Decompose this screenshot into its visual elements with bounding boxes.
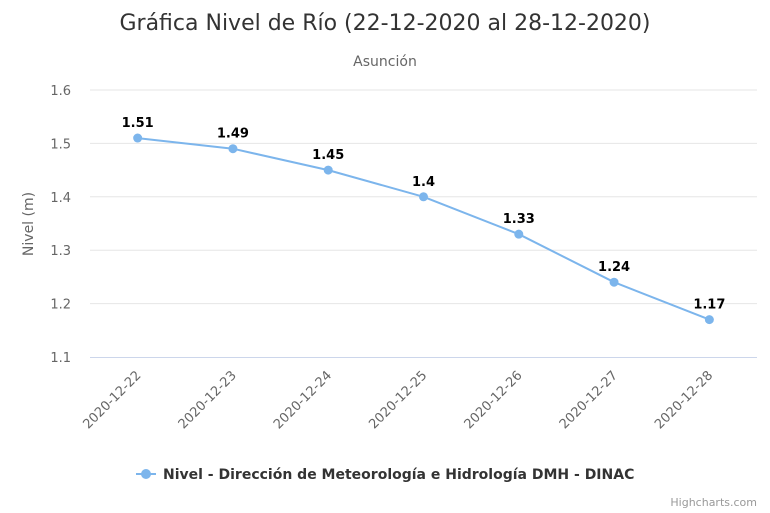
legend-label[interactable]: Nivel - Dirección de Meteorología e Hidr… [163,467,634,483]
data-point[interactable] [514,229,524,239]
data-label: 1.24 [598,260,630,275]
series-nivel: 1.51 1.49 1.45 1.4 1.33 1.24 1.17 [122,116,726,325]
data-label: 1.49 [217,127,249,142]
data-point[interactable] [133,133,143,143]
data-points [133,133,714,325]
data-label: 1.45 [312,148,344,163]
data-point[interactable] [323,165,333,175]
legend-item[interactable]: Nivel - Dirección de Meteorología e Hidr… [136,467,634,483]
chart-subtitle: Asunción [353,54,417,70]
data-label: 1.51 [122,116,154,131]
y-tick-label: 1.2 [50,298,71,313]
data-label: 1.33 [503,212,535,227]
y-tick-label: 1.4 [50,191,71,206]
chart-title: Gráfica Nivel de Río (22-12-2020 al 28-1… [119,11,650,36]
data-label: 1.17 [693,298,725,313]
y-tick-label: 1.3 [50,244,71,259]
data-labels: 1.51 1.49 1.45 1.4 1.33 1.24 1.17 [122,116,726,313]
y-tick-label: 1.6 [50,84,71,99]
data-point[interactable] [228,144,238,154]
legend-marker-icon [141,469,151,479]
y-tick-label: 1.5 [50,137,71,152]
data-point[interactable] [704,315,714,325]
y-axis-label: Nivel (m) [21,192,37,256]
data-point[interactable] [609,277,619,287]
data-label: 1.4 [412,175,435,190]
y-tick-label: 1.1 [50,351,71,366]
y-axis-ticks: 1.1 1.2 1.3 1.4 1.5 1.6 [50,84,71,366]
data-point[interactable] [419,192,428,202]
credits-link[interactable]: Highcharts.com [670,496,757,509]
